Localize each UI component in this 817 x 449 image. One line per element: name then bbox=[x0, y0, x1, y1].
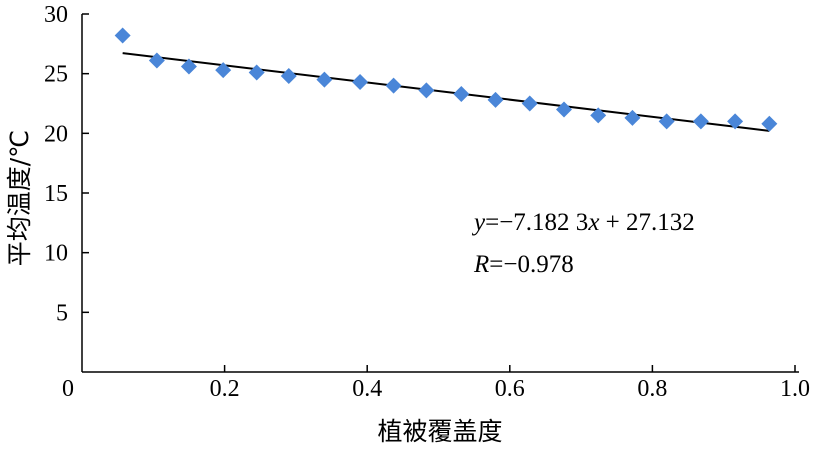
data-point bbox=[555, 101, 572, 118]
y-tick-label: 20 bbox=[44, 121, 68, 147]
data-point bbox=[148, 52, 165, 69]
data-point bbox=[521, 95, 538, 112]
data-point bbox=[487, 91, 504, 108]
data-point bbox=[590, 107, 607, 124]
x-axis-group: 0.2 0.4 0.6 0.8 1.0 bbox=[82, 365, 810, 402]
data-point bbox=[658, 113, 675, 130]
r-value: =−0.978 bbox=[489, 251, 573, 278]
data-point bbox=[280, 68, 297, 85]
y-axis-group: 5 10 15 20 25 30 bbox=[44, 2, 89, 372]
data-point bbox=[215, 62, 232, 79]
correlation-coefficient: R=−0.978 bbox=[473, 251, 574, 278]
y-tick-label: 5 bbox=[56, 300, 68, 326]
x-axis-title: 植被覆盖度 bbox=[377, 417, 502, 446]
data-point bbox=[248, 64, 265, 81]
data-point bbox=[761, 115, 778, 132]
y-ticks: 5 10 15 20 25 30 bbox=[44, 2, 89, 326]
y-tick-label: 30 bbox=[44, 2, 68, 28]
data-points bbox=[114, 27, 778, 132]
x-ticks: 0.2 0.4 0.6 0.8 1.0 bbox=[210, 365, 810, 402]
x-tick-label: 1.0 bbox=[780, 376, 810, 402]
y-axis-title: 平均温度/℃ bbox=[5, 130, 34, 267]
x-tick-label: 0.2 bbox=[210, 376, 240, 402]
data-point bbox=[114, 27, 131, 44]
data-point bbox=[352, 74, 369, 91]
x-tick-label: 0.4 bbox=[352, 376, 382, 402]
data-point bbox=[624, 109, 641, 126]
data-point bbox=[316, 71, 333, 88]
eq-part1: =−7.182 3 bbox=[485, 209, 588, 236]
origin-label: 0 bbox=[62, 376, 74, 402]
data-point bbox=[727, 113, 744, 130]
trendline bbox=[122, 52, 770, 132]
eq-y-var: y bbox=[471, 209, 486, 236]
regression-equation: y=−7.182 3x + 27.132 bbox=[471, 209, 695, 236]
data-point bbox=[385, 77, 402, 94]
r-var: R bbox=[473, 251, 489, 278]
data-point bbox=[453, 85, 470, 102]
y-tick-label: 25 bbox=[44, 62, 68, 88]
x-tick-label: 0.8 bbox=[637, 376, 667, 402]
y-tick-label: 10 bbox=[44, 241, 68, 267]
eq-x-var: x bbox=[587, 209, 599, 236]
eq-part2: + 27.132 bbox=[599, 209, 694, 236]
data-point bbox=[418, 82, 435, 99]
data-point bbox=[692, 113, 709, 130]
y-tick-label: 15 bbox=[44, 181, 68, 207]
data-point bbox=[180, 58, 197, 75]
x-tick-label: 0.6 bbox=[495, 376, 525, 402]
